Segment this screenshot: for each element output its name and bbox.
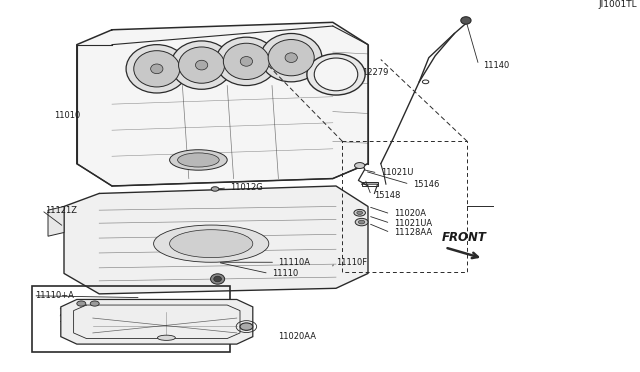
Text: 11110F: 11110F	[336, 258, 367, 267]
Text: 11012G: 11012G	[230, 183, 263, 192]
Ellipse shape	[355, 218, 368, 226]
Ellipse shape	[157, 335, 175, 340]
Text: 11110: 11110	[272, 269, 298, 278]
Text: 15148: 15148	[374, 191, 401, 200]
Ellipse shape	[170, 150, 227, 170]
Ellipse shape	[170, 230, 253, 257]
Ellipse shape	[179, 47, 225, 83]
Ellipse shape	[355, 163, 365, 169]
Bar	[32, 286, 230, 352]
Text: FRONT: FRONT	[442, 231, 486, 244]
Text: 11010: 11010	[54, 111, 81, 120]
Ellipse shape	[214, 276, 221, 282]
Polygon shape	[64, 186, 368, 294]
Polygon shape	[61, 299, 253, 344]
Text: 11021UA: 11021UA	[394, 219, 432, 228]
Text: 11110+A: 11110+A	[35, 291, 74, 300]
Ellipse shape	[354, 209, 365, 216]
Ellipse shape	[357, 211, 363, 214]
Ellipse shape	[358, 220, 365, 224]
Polygon shape	[48, 206, 64, 236]
Polygon shape	[77, 22, 368, 186]
Ellipse shape	[171, 41, 232, 89]
Ellipse shape	[285, 53, 298, 62]
Text: 11020AA: 11020AA	[278, 332, 316, 341]
Text: 11128AA: 11128AA	[394, 228, 432, 237]
Bar	[362, 182, 378, 186]
Ellipse shape	[150, 64, 163, 74]
Ellipse shape	[211, 187, 219, 191]
Ellipse shape	[223, 43, 269, 80]
Ellipse shape	[134, 51, 180, 87]
Ellipse shape	[461, 17, 471, 24]
Text: 11110A: 11110A	[278, 258, 310, 267]
Ellipse shape	[154, 225, 269, 262]
Text: JI1001TL: JI1001TL	[598, 0, 637, 9]
Text: 12279: 12279	[362, 68, 388, 77]
Ellipse shape	[268, 39, 314, 76]
Text: 11128A: 11128A	[58, 315, 90, 324]
Ellipse shape	[126, 45, 188, 93]
Text: 11121Z: 11121Z	[45, 206, 77, 215]
Ellipse shape	[90, 301, 99, 306]
Ellipse shape	[240, 323, 253, 330]
Text: 11128: 11128	[58, 308, 84, 317]
Ellipse shape	[77, 301, 86, 306]
Ellipse shape	[216, 37, 277, 86]
Ellipse shape	[240, 57, 253, 66]
Ellipse shape	[211, 274, 225, 284]
Ellipse shape	[195, 60, 208, 70]
Ellipse shape	[307, 54, 365, 95]
Text: 11140: 11140	[483, 61, 509, 70]
Ellipse shape	[260, 33, 322, 82]
Text: 11020A: 11020A	[394, 209, 426, 218]
Ellipse shape	[178, 153, 220, 167]
Text: 15146: 15146	[413, 180, 439, 189]
Text: 11021U: 11021U	[381, 169, 413, 177]
Bar	[342, 141, 467, 272]
Ellipse shape	[314, 58, 358, 91]
